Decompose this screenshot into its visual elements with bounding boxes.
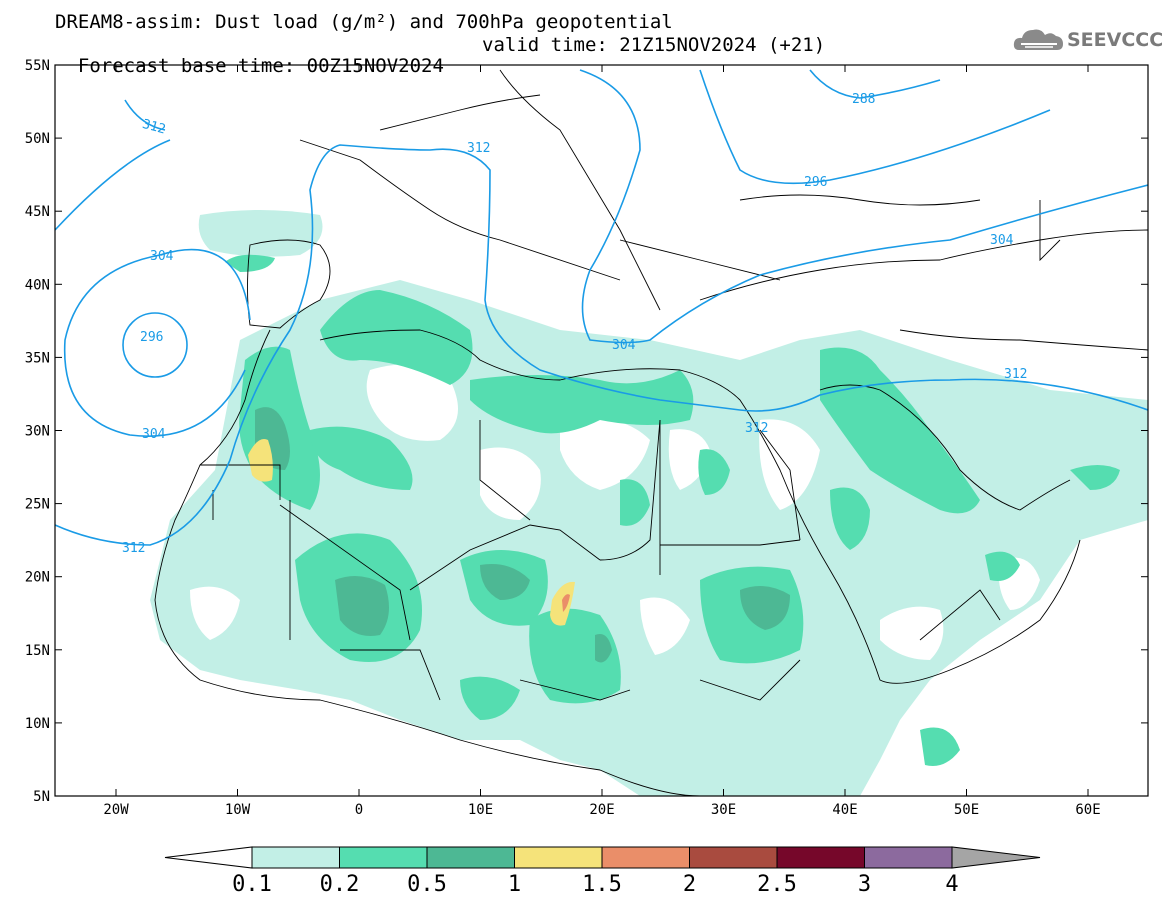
colorbar-swatch — [689, 846, 778, 869]
colorbar-swatch — [426, 846, 515, 869]
lat-label: 55N — [25, 58, 50, 74]
lat-label: 15N — [25, 643, 50, 659]
colorbar-over-arrow — [951, 846, 1041, 869]
contour-label: 304 — [990, 233, 1014, 248]
contour-label: 304 — [142, 427, 166, 442]
contour-label: 304 — [150, 249, 174, 264]
contour-label: 304 — [612, 338, 636, 353]
lon-label: 20W — [103, 802, 129, 818]
lat-label: 25N — [25, 497, 50, 513]
colorbar-tick-label: 0.5 — [407, 872, 447, 897]
geopotential-contours — [55, 69, 1148, 546]
contour-label: 312 — [745, 421, 768, 436]
dust-level-1.5 — [562, 594, 570, 612]
latitude-axis: 55N 50N 45N 40N 35N 30N 25N 20N 15N 10N 5N — [25, 58, 1148, 805]
country-borders — [154, 69, 1148, 796]
map-title: DREAM8-assim: Dust load (g/m²) and 700hP… — [55, 11, 673, 33]
colorbar-tick-label: 1 — [507, 872, 522, 897]
colorbar-swatch — [776, 846, 865, 869]
map-subtitle: Forecast base time: 00Z15NOV2024 valid t… — [55, 35, 825, 98]
colorbar-swatch — [339, 846, 428, 869]
colorbar-tick-label: 1.5 — [582, 872, 622, 897]
dust-gaps — [190, 364, 1040, 660]
forecast-base-time: Forecast base time: 00Z15NOV2024 — [77, 55, 444, 77]
longitude-axis: 20W 10W 0 10E 20E 30E 40E 50E 60E — [103, 65, 1101, 818]
lon-label: 20E — [589, 802, 614, 818]
colorbar-tick-label: 0.1 — [232, 872, 272, 897]
lat-label: 40N — [25, 277, 50, 293]
valid-time: valid time: 21Z15NOV2024 (+21) — [482, 34, 826, 56]
colorbar-tick-label: 0.2 — [319, 872, 360, 897]
lat-label: 30N — [25, 424, 50, 440]
contour-label: 312 — [141, 117, 168, 138]
colorbar-tick-label: 2.5 — [757, 872, 797, 897]
colorbar — [164, 846, 1041, 869]
colorbar-swatch — [601, 846, 690, 869]
colorbar-under-arrow — [164, 846, 253, 869]
contour-labels: 312 312 288 296 304 304 296 304 312 312 … — [122, 92, 1027, 556]
lon-label: 40E — [832, 802, 857, 818]
dust-level-0.5 — [255, 407, 790, 663]
lon-label: 50E — [954, 802, 979, 818]
lat-label: 20N — [25, 570, 50, 586]
colorbar-tick-label: 3 — [857, 872, 872, 897]
contour-label: 312 — [122, 541, 145, 556]
colorbar-tick-label: 2 — [682, 872, 697, 897]
contour-label: 312 — [1004, 367, 1027, 382]
lon-label: 10W — [225, 802, 251, 818]
lon-label: 10E — [468, 802, 493, 818]
contour-label: 312 — [467, 141, 490, 156]
lon-label: 60E — [1075, 802, 1100, 818]
lon-label: 30E — [711, 802, 736, 818]
cloud-logo-icon — [1013, 29, 1063, 50]
contour-label: 296 — [804, 175, 827, 190]
seevccc-logo: SEEVCCC — [1011, 22, 1163, 60]
contour-label: 296 — [140, 330, 163, 345]
lat-label: 10N — [25, 716, 50, 732]
colorbar-tick-label: 4 — [945, 872, 959, 897]
lat-label: 45N — [25, 204, 50, 220]
colorbar-swatch — [251, 846, 340, 869]
colorbar-swatch — [864, 846, 953, 869]
lat-label: 5N — [33, 789, 50, 805]
dust-fields — [150, 210, 1148, 796]
logo-text: SEEVCCC — [1067, 29, 1164, 51]
contour-label: 288 — [852, 92, 875, 107]
lat-label: 35N — [25, 350, 50, 366]
lat-label: 50N — [25, 131, 50, 147]
colorbar-swatch — [514, 846, 603, 869]
lon-label: 0 — [355, 802, 363, 818]
